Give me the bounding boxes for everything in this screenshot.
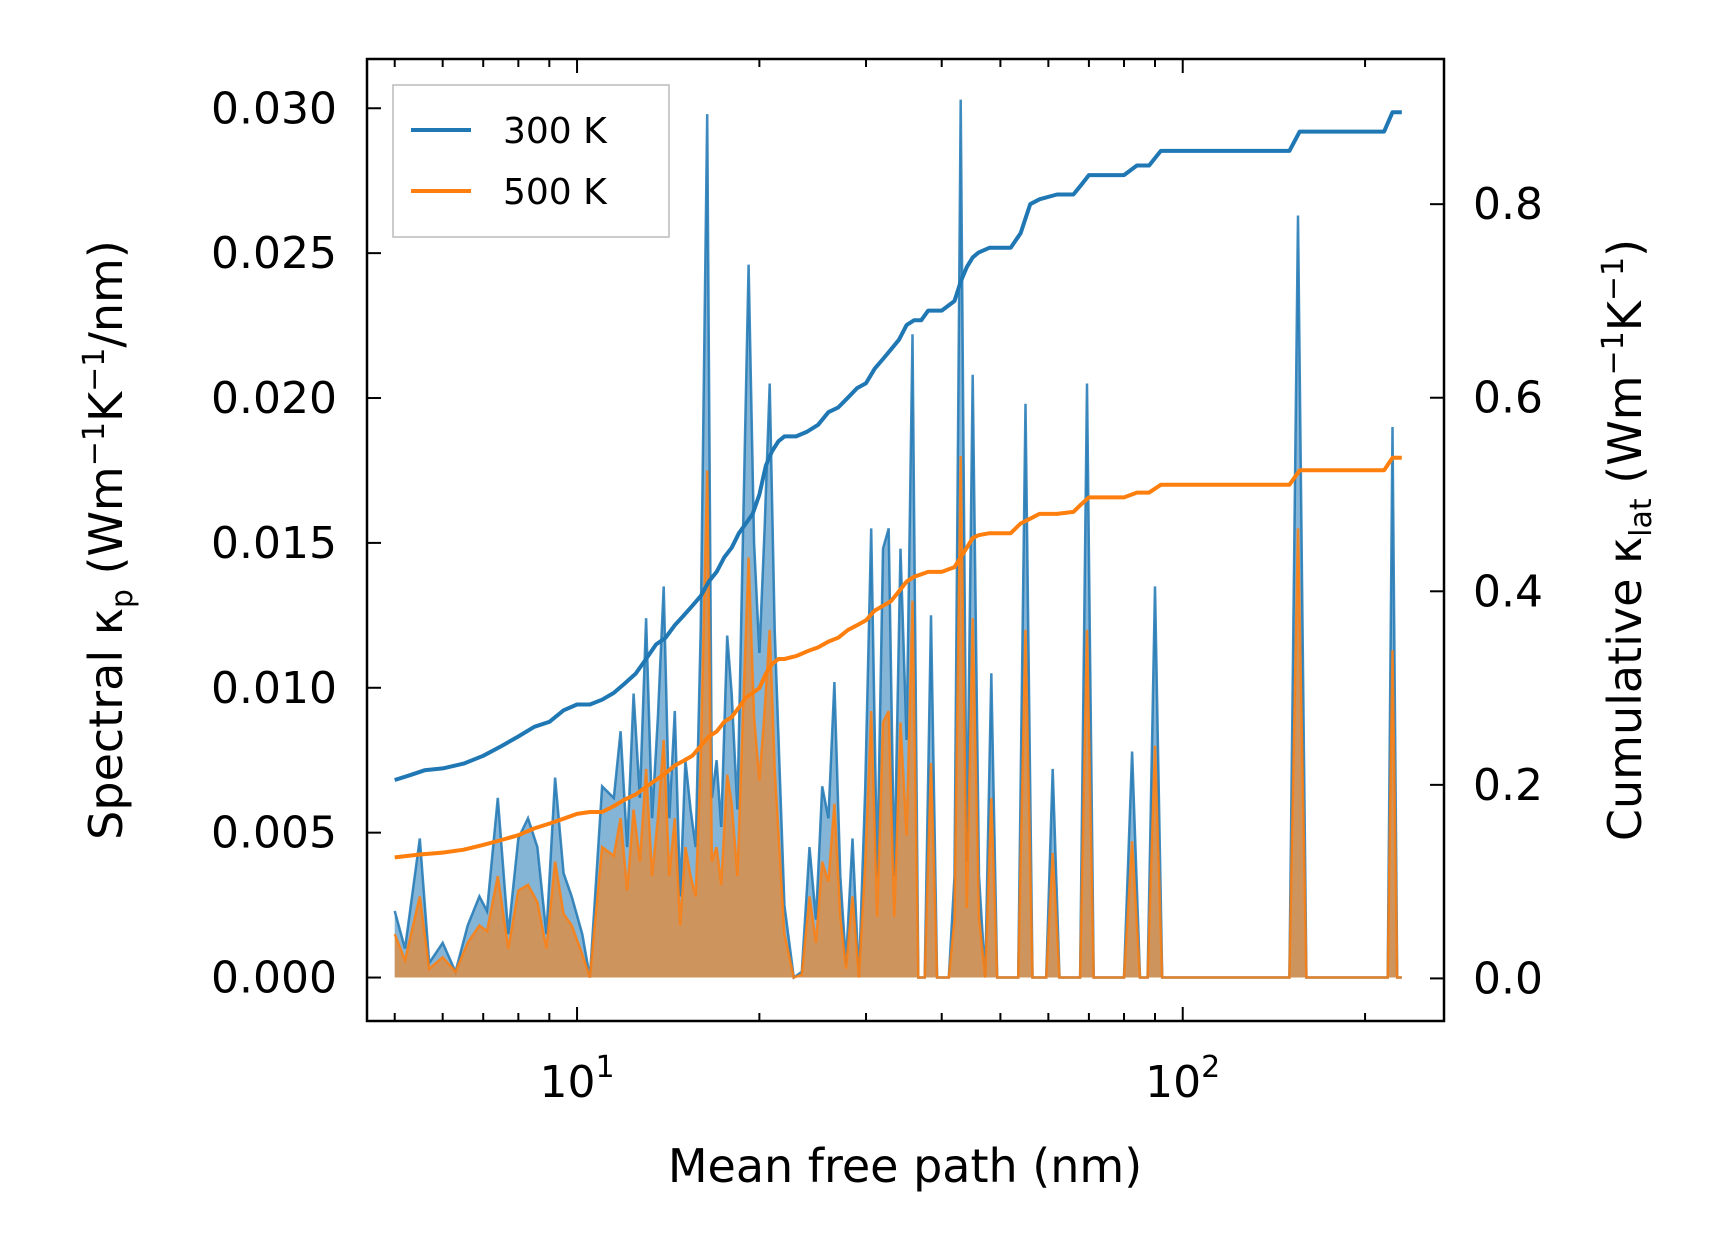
x-tick-label: 101 <box>539 1050 614 1108</box>
legend: 300 K 500 K <box>392 84 670 238</box>
left-y-tick-label: 0.025 <box>211 228 337 279</box>
left-y-tick-label: 0.000 <box>211 953 337 1004</box>
legend-label-300k: 300 K <box>503 111 608 152</box>
legend-label-500k: 500 K <box>503 172 608 213</box>
right-y-tick-label: 0.6 <box>1473 373 1543 424</box>
spectral-area-300k <box>394 99 1402 978</box>
left-y-tick-label: 0.015 <box>211 518 337 569</box>
spectral-line-500k <box>393 455 1402 980</box>
left-y-tick-label: 0.030 <box>211 83 337 134</box>
cumulative-line-500k <box>394 455 1402 860</box>
x-tick-label: 102 <box>1145 1050 1220 1108</box>
spectral-line-300k <box>393 99 1402 980</box>
left-y-tick-label: 0.005 <box>211 808 337 859</box>
right-axis-title: Cumulative κlat (Wm−1K−1) <box>1596 239 1659 841</box>
right-y-tick-label: 0.0 <box>1473 953 1543 1004</box>
plot-frame <box>365 57 1446 1023</box>
spectral-area-500k <box>394 456 1402 978</box>
legend-box <box>392 84 670 238</box>
right-y-tick-label: 0.4 <box>1473 566 1543 617</box>
left-y-tick-label: 0.010 <box>211 663 337 714</box>
right-y-tick-label: 0.8 <box>1473 179 1543 230</box>
cumulative-line-300k <box>394 110 1402 782</box>
x-axis-title: Mean free path (nm) <box>668 1139 1142 1193</box>
left-axis-title: Spectral κp (Wm−1K−1/nm) <box>77 240 140 840</box>
left-y-tick-label: 0.020 <box>211 373 337 424</box>
right-y-tick-label: 0.2 <box>1473 760 1543 811</box>
